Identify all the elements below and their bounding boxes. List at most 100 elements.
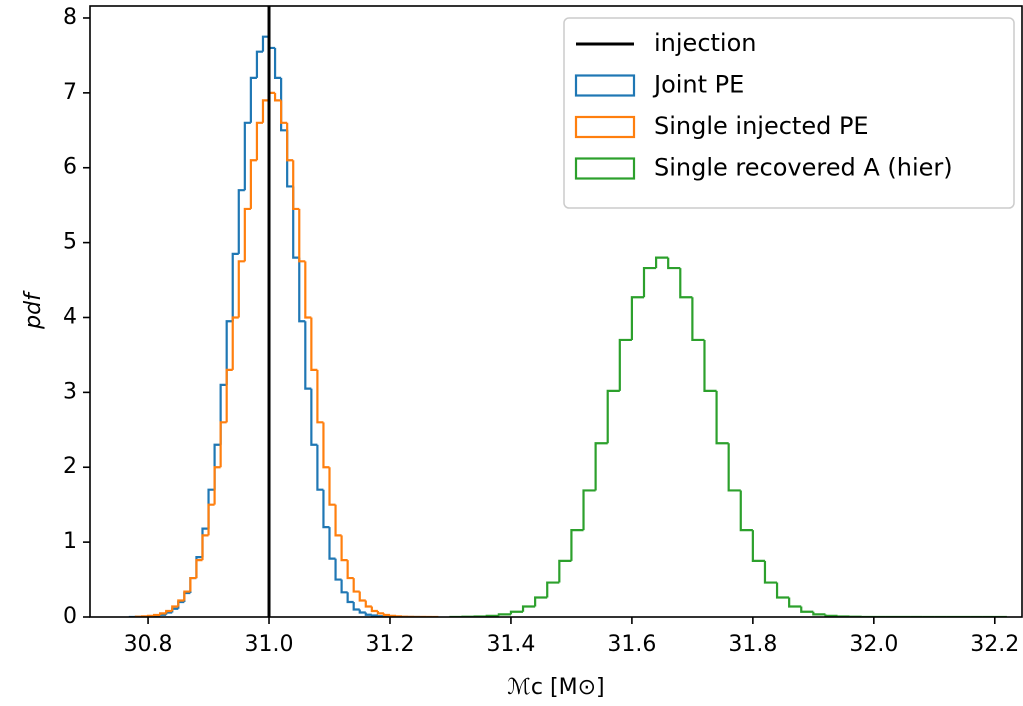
histogram-step bbox=[292, 160, 300, 211]
legend-label: injection bbox=[654, 29, 756, 57]
histogram-step bbox=[322, 422, 330, 469]
y-tick-label: 3 bbox=[63, 379, 77, 404]
histogram-step bbox=[243, 207, 251, 262]
histogram-step bbox=[189, 576, 197, 592]
histogram-step bbox=[310, 388, 318, 446]
histogram-step bbox=[255, 121, 263, 161]
x-tick-label: 31.2 bbox=[365, 632, 414, 657]
axes-frame bbox=[89, 5, 1023, 618]
x-tick-label: 31.4 bbox=[486, 632, 535, 657]
histogram-step bbox=[691, 297, 705, 342]
histogram-step bbox=[243, 121, 251, 191]
histogram-step bbox=[334, 504, 342, 537]
histogram-step bbox=[280, 100, 288, 124]
histogram-step bbox=[177, 599, 185, 607]
x-tick-label: 32.0 bbox=[849, 632, 898, 657]
histogram-step bbox=[546, 581, 560, 598]
histogram-step bbox=[165, 609, 173, 614]
histogram-step bbox=[763, 560, 778, 584]
histogram-step bbox=[298, 208, 306, 263]
y-tick-label: 4 bbox=[63, 304, 77, 329]
histogram-step bbox=[207, 503, 215, 536]
histogram-step bbox=[358, 591, 366, 602]
histogram-step bbox=[352, 578, 360, 593]
histogram-step bbox=[304, 321, 312, 390]
y-axis-label: pdf bbox=[21, 290, 46, 330]
histogram-step bbox=[310, 317, 318, 372]
histogram-step bbox=[751, 530, 765, 562]
y-tick-label: 8 bbox=[63, 5, 77, 30]
histogram-step bbox=[534, 596, 548, 607]
histogram-step bbox=[298, 257, 306, 323]
legend-label: Single recovered A (hier) bbox=[654, 154, 953, 182]
histogram-step bbox=[630, 296, 644, 340]
histogram-step bbox=[286, 122, 294, 162]
histogram-step bbox=[376, 611, 384, 615]
histogram-step bbox=[739, 490, 753, 532]
legend: injection Joint PE Single injected PE Singl… bbox=[563, 17, 1015, 209]
histogram-step bbox=[334, 558, 342, 581]
histogram-step bbox=[812, 611, 826, 616]
histogram-step bbox=[273, 47, 282, 79]
histogram-step bbox=[558, 559, 572, 583]
histogram-step bbox=[654, 256, 669, 269]
histogram-step bbox=[231, 316, 239, 370]
legend-box bbox=[563, 17, 1015, 209]
histogram-step bbox=[249, 76, 257, 123]
histogram-step bbox=[213, 466, 221, 505]
histogram-step bbox=[775, 582, 790, 599]
histogram-step bbox=[237, 260, 245, 318]
histogram-step bbox=[261, 99, 270, 123]
histogram-step bbox=[340, 579, 348, 594]
histogram-step bbox=[231, 252, 239, 322]
histogram-step bbox=[727, 443, 741, 492]
histogram-step bbox=[521, 605, 536, 612]
y-tick-label: 6 bbox=[63, 155, 77, 180]
histogram-step bbox=[364, 600, 372, 608]
histogram-step bbox=[667, 257, 681, 270]
histogram-step bbox=[346, 560, 354, 580]
histogram-step bbox=[618, 338, 632, 391]
histogram-step bbox=[582, 489, 596, 531]
legend-label: Single injected PE bbox=[654, 112, 869, 140]
histogram-step bbox=[171, 605, 179, 612]
histogram-step bbox=[509, 610, 524, 615]
x-tick-label: 31.8 bbox=[728, 632, 777, 657]
x-axis-label: ℳc [M⊙] bbox=[507, 675, 604, 700]
histogram-step bbox=[594, 442, 608, 491]
y-tick-label: 2 bbox=[63, 454, 77, 479]
histogram-step bbox=[570, 529, 584, 561]
legend-patch bbox=[574, 157, 636, 180]
histogram-step bbox=[370, 606, 378, 613]
histogram-step bbox=[273, 92, 282, 102]
x-tick-label: 30.8 bbox=[124, 632, 173, 657]
histogram-step bbox=[322, 489, 330, 529]
histogram-step bbox=[358, 609, 366, 614]
legend-patch bbox=[574, 74, 636, 97]
histogram-step bbox=[249, 159, 257, 209]
histogram-step bbox=[824, 614, 838, 617]
histogram-step bbox=[642, 266, 657, 298]
histogram-step bbox=[261, 35, 270, 52]
legend-label: Joint PE bbox=[652, 71, 744, 99]
histogram-step bbox=[225, 320, 233, 385]
histogram-step bbox=[316, 369, 324, 424]
legend-patch bbox=[574, 115, 636, 139]
histogram-step bbox=[304, 261, 312, 319]
histogram-step bbox=[195, 558, 203, 579]
x-tick-label: 31.6 bbox=[607, 632, 656, 657]
histogram-step bbox=[292, 186, 300, 259]
histogram-step bbox=[497, 613, 511, 616]
histogram-step bbox=[159, 612, 167, 615]
y-tick-label: 7 bbox=[63, 80, 77, 105]
x-tick-label: 31.0 bbox=[245, 632, 294, 657]
histogram-step bbox=[364, 612, 372, 616]
histogram-step bbox=[201, 534, 209, 561]
x-tick-label: 32.2 bbox=[970, 632, 1019, 657]
histogram-step bbox=[219, 421, 227, 468]
histogram-step bbox=[679, 268, 693, 299]
histogram-step bbox=[606, 389, 620, 444]
histogram-step bbox=[382, 613, 390, 617]
